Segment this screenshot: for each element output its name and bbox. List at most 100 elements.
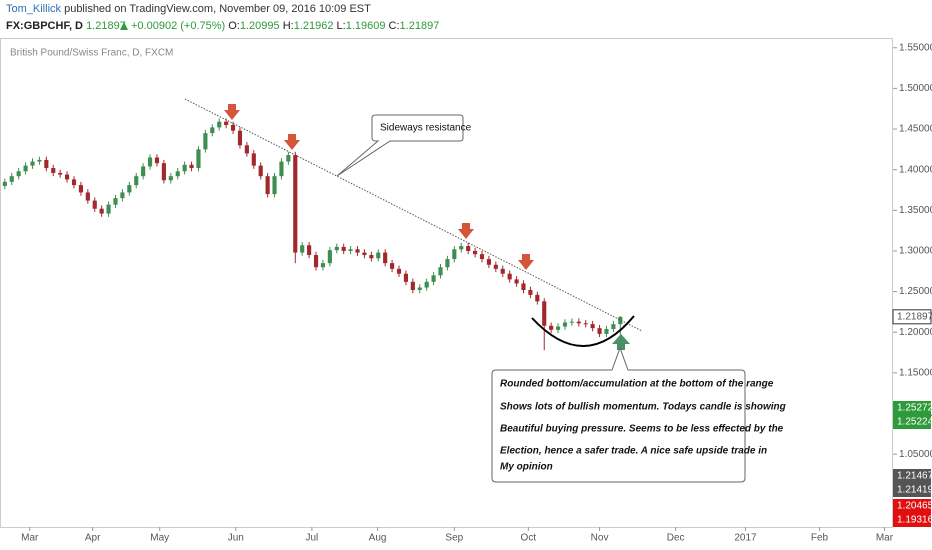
chart-title: British Pound/Swiss Franc, D, FXCM [10, 48, 173, 59]
scale-label: 1.21419 [897, 485, 932, 496]
ohlc-value: 1.20995 [240, 20, 280, 32]
rounded-bottom [531, 315, 635, 347]
body [362, 252, 367, 256]
body [189, 164, 194, 169]
body [224, 121, 229, 125]
body [313, 255, 319, 268]
note-line: Election, hence a safer trade. A nice sa… [500, 446, 767, 457]
change-line: +0.00902 (+0.75%) O:1.20995 H:1.21962 L:… [131, 20, 439, 32]
body [127, 185, 132, 193]
scale-label-box [893, 401, 931, 415]
scale-label-box [893, 415, 931, 429]
body [307, 245, 312, 256]
scale-label: 1.21467 [897, 471, 932, 482]
x-tick-label: Jun [228, 533, 244, 544]
body [452, 249, 457, 260]
y-tick-label: 1.50000 [899, 83, 932, 94]
callout [336, 114, 464, 177]
x-tick-label: Oct [521, 533, 537, 544]
body [106, 204, 111, 214]
last-price-label: 1.21897 [897, 311, 932, 322]
body [134, 176, 139, 186]
x-tick-label: 2017 [734, 533, 757, 544]
ohlc-value: 1.21897 [400, 20, 440, 32]
scale-label-box [893, 513, 931, 527]
body [71, 179, 77, 186]
body [459, 246, 464, 250]
body [217, 121, 222, 128]
ohlc-label: H: [283, 20, 294, 32]
y-tick-label: 1.30000 [899, 246, 932, 257]
body [590, 324, 595, 329]
body [272, 176, 277, 195]
arrow [284, 134, 300, 150]
ohlc-label: C: [389, 20, 400, 32]
body [300, 245, 305, 253]
trend-line [184, 98, 643, 332]
x-tick-label: Dec [667, 533, 685, 544]
header-bg [0, 0, 932, 38]
body [597, 328, 602, 334]
body [334, 246, 339, 251]
body [542, 301, 547, 326]
x-tick-label: Nov [591, 533, 609, 544]
body [445, 259, 450, 268]
body [417, 287, 422, 290]
body [466, 246, 471, 251]
x-tick-label: Jul [305, 533, 318, 544]
body [258, 165, 263, 177]
x-tick-label: Sep [445, 533, 463, 544]
body [154, 157, 160, 164]
note-box [491, 346, 746, 483]
ohlc-value: 1.19609 [346, 20, 386, 32]
body [99, 208, 104, 214]
red-arrows [224, 104, 534, 270]
body [390, 263, 395, 269]
body [438, 267, 443, 276]
body [16, 171, 21, 177]
body [210, 127, 215, 134]
body [604, 328, 609, 334]
body [341, 246, 346, 251]
body [528, 289, 533, 295]
body [51, 168, 56, 173]
y-tick-label: 1.20000 [899, 327, 932, 338]
body [535, 294, 540, 302]
body [369, 255, 374, 259]
y-tick-label: 1.05000 [899, 449, 932, 460]
x-tick-label: Feb [811, 533, 829, 544]
ohlc-label: O: [228, 20, 240, 32]
body [431, 275, 436, 282]
note-line: My opinion [500, 462, 553, 473]
body [23, 165, 28, 172]
scale-label: 1.25272 [897, 403, 932, 414]
x-tick-label: May [150, 533, 169, 544]
body [2, 181, 7, 186]
body [486, 259, 491, 265]
body [120, 192, 125, 199]
arrow [224, 104, 240, 120]
note-line: Rounded bottom/accumulation at the botto… [500, 379, 774, 390]
y-tick-label: 1.15000 [899, 368, 932, 379]
body [265, 176, 270, 195]
scale-label-box [893, 499, 931, 513]
body [348, 249, 353, 251]
body [113, 198, 118, 205]
symbol: FX:GBPCHF, D [6, 20, 83, 32]
x-tick-label: Aug [369, 533, 387, 544]
body [618, 316, 623, 325]
body [493, 264, 498, 269]
published: published on TradingView.com, November 0… [64, 3, 371, 15]
candles [2, 118, 623, 351]
x-tick-label: Apr [85, 533, 101, 544]
change: +0.00902 (+0.75%) [131, 20, 225, 32]
scale-label-box [893, 483, 931, 497]
body [279, 161, 284, 177]
body [576, 321, 581, 324]
body [161, 163, 166, 181]
green-arrow [612, 334, 630, 350]
body [396, 268, 402, 274]
author[interactable]: Tom_Killick [6, 3, 62, 15]
